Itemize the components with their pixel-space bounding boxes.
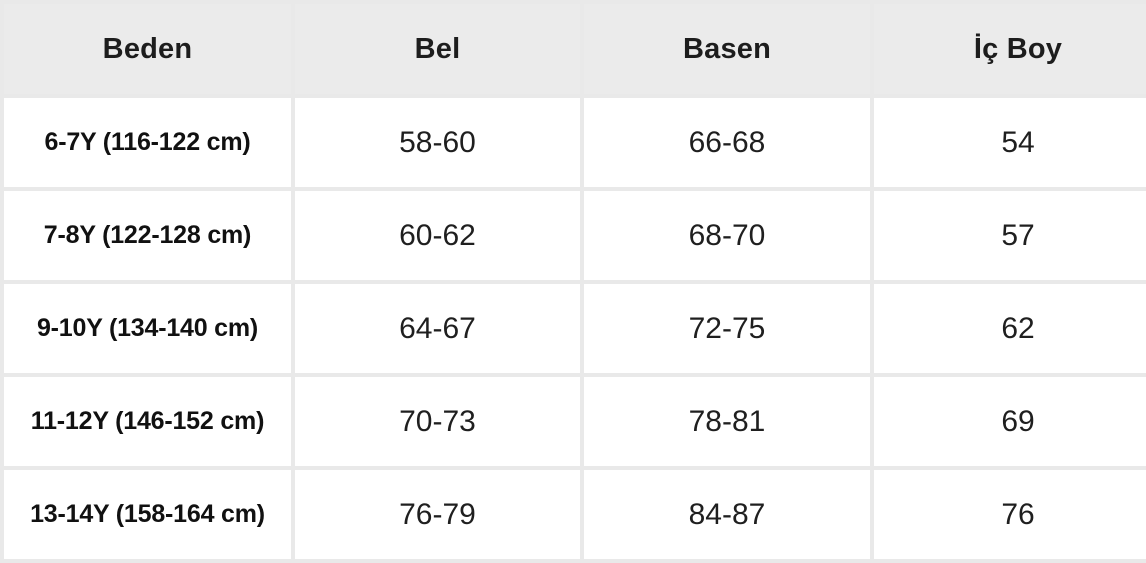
cell-ic-boy: 69 (874, 377, 1146, 466)
cell-basen: 72-75 (584, 284, 870, 373)
cell-bel: 70-73 (295, 377, 580, 466)
table-row: 7-8Y (122-128 cm) 60-62 68-70 57 (4, 191, 1146, 280)
cell-basen: 66-68 (584, 98, 870, 187)
cell-beden: 13-14Y (158-164 cm) (4, 470, 291, 559)
cell-ic-boy: 62 (874, 284, 1146, 373)
table-row: 6-7Y (116-122 cm) 58-60 66-68 54 (4, 98, 1146, 187)
cell-basen: 68-70 (584, 191, 870, 280)
column-header-beden: Beden (4, 4, 291, 94)
table-header-row: Beden Bel Basen İç Boy (4, 4, 1146, 94)
cell-bel: 64-67 (295, 284, 580, 373)
table-row: 9-10Y (134-140 cm) 64-67 72-75 62 (4, 284, 1146, 373)
cell-beden: 9-10Y (134-140 cm) (4, 284, 291, 373)
table-body: 6-7Y (116-122 cm) 58-60 66-68 54 7-8Y (1… (4, 98, 1146, 559)
column-header-basen: Basen (584, 4, 870, 94)
cell-beden: 6-7Y (116-122 cm) (4, 98, 291, 187)
cell-bel: 76-79 (295, 470, 580, 559)
cell-beden: 7-8Y (122-128 cm) (4, 191, 291, 280)
cell-basen: 78-81 (584, 377, 870, 466)
cell-ic-boy: 57 (874, 191, 1146, 280)
cell-bel: 58-60 (295, 98, 580, 187)
table-row: 13-14Y (158-164 cm) 76-79 84-87 76 (4, 470, 1146, 559)
table-row: 11-12Y (146-152 cm) 70-73 78-81 69 (4, 377, 1146, 466)
table-header: Beden Bel Basen İç Boy (4, 4, 1146, 94)
cell-ic-boy: 54 (874, 98, 1146, 187)
column-header-bel: Bel (295, 4, 580, 94)
column-header-ic-boy: İç Boy (874, 4, 1146, 94)
cell-ic-boy: 76 (874, 470, 1146, 559)
cell-bel: 60-62 (295, 191, 580, 280)
cell-basen: 84-87 (584, 470, 870, 559)
cell-beden: 11-12Y (146-152 cm) (4, 377, 291, 466)
